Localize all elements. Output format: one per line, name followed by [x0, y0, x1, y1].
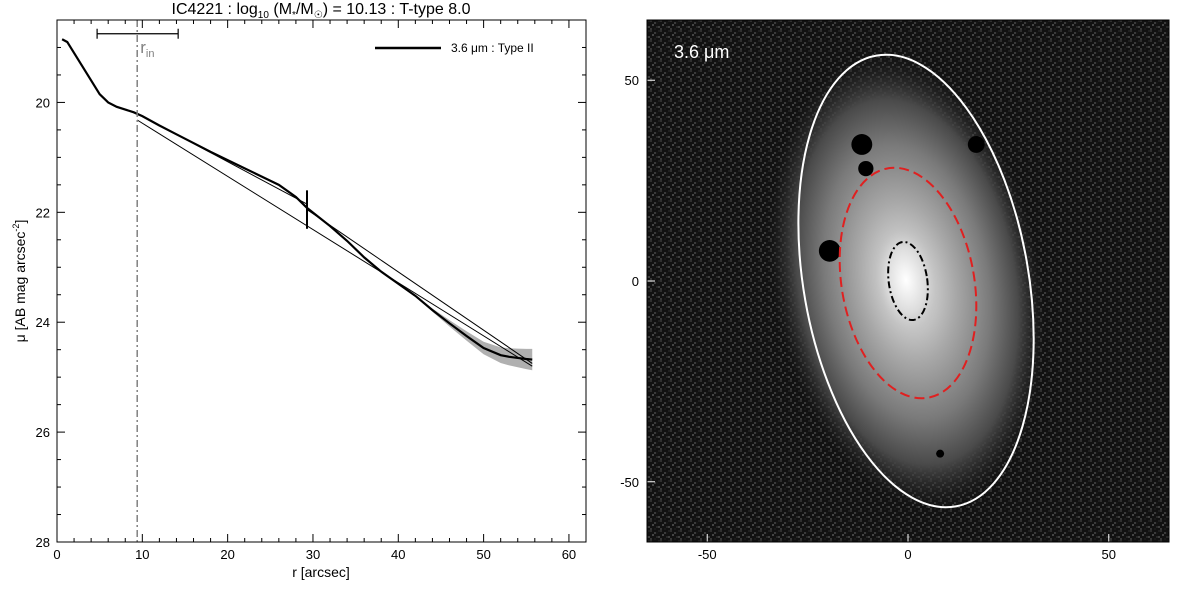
- image-frame: [646, 19, 1170, 543]
- masked-star: [967, 136, 985, 153]
- uncertainty-band-shape: [432, 308, 533, 371]
- y-tick-label: 20: [36, 95, 50, 110]
- image-panel: -50 0 50 -50 0 50 3.6 μm: [620, 19, 1170, 562]
- axis-ticks: 0 10 20 30 40 50 60 20 22 24 26 28: [36, 20, 586, 562]
- masked-star: [851, 134, 873, 155]
- x-axis-title: r [arcsec]: [292, 564, 350, 580]
- x-tick-label: 40: [391, 547, 405, 562]
- image-y-tick-label: 0: [632, 274, 639, 289]
- y-tick-label: 28: [36, 535, 50, 550]
- y-axis-title: μ [AB mag arcsec-2]: [11, 220, 28, 343]
- series-lines: [61, 38, 533, 361]
- x-tick-label: 20: [220, 547, 234, 562]
- fit-line: [136, 119, 533, 367]
- y-tick-label: 26: [36, 425, 50, 440]
- r-in-marker: rin: [96, 20, 179, 542]
- r-in-label: rin: [140, 38, 154, 60]
- image-band-label: 3.6 μm: [674, 42, 729, 62]
- image-x-tick-label: -50: [698, 547, 717, 562]
- image-x-tick-label: 0: [904, 547, 911, 562]
- plot-frame: [56, 19, 587, 543]
- image-x-tick-label: 50: [1102, 547, 1116, 562]
- x-tick-label: 50: [476, 547, 490, 562]
- image-axis-ticks: -50 0 50 -50 0 50: [620, 73, 1116, 562]
- masked-star: [936, 449, 945, 458]
- isophote-ellipses: [797, 53, 1035, 509]
- y-tick-label: 22: [36, 205, 50, 220]
- ellipse-core: [887, 240, 929, 322]
- x-tick-label: 0: [53, 547, 60, 562]
- image-y-tick-label: -50: [620, 475, 639, 490]
- masked-stars: [818, 134, 985, 458]
- masked-star: [818, 240, 841, 262]
- uncertainty-band: [432, 308, 533, 371]
- profile-line: [61, 38, 533, 361]
- x-tick-label: 60: [562, 547, 576, 562]
- profile-panel: rin 0 10 20 30 40 50 60 20 22 24 26 28 3.6 μm : Typ…: [11, 19, 587, 580]
- image-y-tick-label: 50: [625, 73, 639, 88]
- fit-line: [306, 209, 533, 364]
- galaxy-core: [873, 225, 939, 335]
- y-tick-label: 24: [36, 315, 50, 330]
- legend-label: 3.6 μm : Type II: [451, 41, 534, 55]
- ellipse-inner: [838, 166, 978, 400]
- figure-title: IC4221 : log10 (M*/M☉) = 10.13 : T-type …: [172, 1, 471, 21]
- fit-lines: [136, 112, 533, 367]
- ellipse-outer: [797, 53, 1035, 509]
- x-tick-label: 10: [135, 547, 149, 562]
- legend: 3.6 μm : Type II: [375, 41, 534, 55]
- x-tick-label: 30: [306, 547, 320, 562]
- masked-star: [858, 160, 874, 177]
